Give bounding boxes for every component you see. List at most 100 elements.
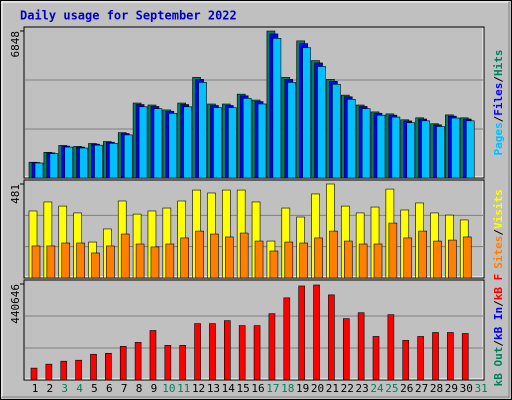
bar: [433, 240, 442, 279]
bar: [79, 147, 88, 179]
bar: [254, 240, 264, 279]
bar: [109, 143, 118, 179]
bar: [451, 117, 460, 179]
bar: [299, 242, 308, 279]
bar: [149, 330, 157, 381]
bar: [31, 245, 41, 279]
legend: Sites/Visits: [492, 189, 505, 269]
bar: [313, 284, 320, 381]
bar: [403, 237, 413, 279]
bar: [91, 252, 100, 279]
legend-entry: Sites: [492, 236, 505, 269]
bar: [30, 367, 38, 381]
bar: [269, 250, 279, 279]
bar: [198, 82, 207, 179]
x-tick-label: 20: [311, 382, 324, 395]
bar: [302, 47, 311, 179]
x-tick-label: 25: [385, 382, 398, 395]
x-tick-label: 1: [32, 382, 39, 395]
bar: [317, 66, 326, 179]
bar: [388, 222, 398, 279]
bar: [406, 122, 416, 179]
bar: [462, 236, 472, 279]
legend-separator: /: [492, 300, 505, 307]
bar: [164, 345, 172, 381]
bar: [34, 162, 44, 179]
bar: [134, 342, 142, 381]
bar: [119, 346, 127, 381]
legend-separator: /: [492, 76, 505, 83]
legend: kB Out/kB In/kB F: [492, 274, 505, 387]
legend: Pages/Files/Hits: [492, 50, 505, 156]
bar: [328, 294, 335, 381]
bar: [179, 345, 186, 381]
bar: [283, 297, 291, 381]
y-tick-label: 6848: [9, 31, 22, 58]
legend-separator: /: [492, 115, 505, 122]
chart-title: Daily usage for September 2022: [20, 9, 237, 23]
bar: [465, 120, 475, 179]
x-tick-label: 13: [207, 382, 220, 395]
x-tick-label: 11: [177, 382, 190, 395]
legend-entry: Files: [492, 83, 505, 116]
x-tick-label: 2: [47, 382, 54, 395]
bar: [106, 245, 115, 279]
bar: [120, 233, 130, 279]
bar: [373, 243, 383, 279]
bar: [361, 108, 371, 179]
x-tick-label: 9: [151, 382, 158, 395]
x-tick-label: 30: [460, 382, 473, 395]
x-tick-label: 19: [296, 382, 309, 395]
bar: [225, 236, 234, 279]
bar: [165, 243, 175, 279]
bar: [268, 313, 276, 381]
bar: [432, 332, 439, 381]
bar: [64, 146, 74, 179]
bar: [238, 325, 246, 381]
bar: [358, 243, 368, 279]
bar: [180, 237, 189, 279]
bar: [239, 232, 249, 279]
bar: [49, 153, 59, 179]
bar: [123, 134, 133, 179]
bar: [257, 103, 267, 179]
x-tick-label: 24: [370, 382, 384, 395]
legend-separator: /: [492, 340, 505, 347]
bar: [421, 120, 430, 179]
x-tick-label: 16: [251, 382, 264, 395]
bar: [346, 98, 356, 179]
x-tick-label: 27: [415, 382, 428, 395]
bar: [228, 107, 237, 179]
bar: [138, 106, 148, 179]
bar: [183, 106, 192, 179]
y-tick-label: 440646: [9, 284, 22, 324]
bar: [357, 312, 365, 381]
x-tick-label: 10: [162, 382, 175, 395]
x-tick-label: 21: [326, 382, 339, 395]
bar: [314, 237, 323, 279]
bar: [391, 116, 401, 179]
legend-separator: /: [492, 229, 505, 236]
bar: [418, 230, 427, 279]
y-tick-label: 481: [9, 184, 22, 204]
bar: [75, 359, 82, 381]
bar: [135, 243, 145, 279]
bar: [376, 114, 386, 179]
x-tick-label: 6: [106, 382, 113, 395]
x-tick-label: 12: [192, 382, 205, 395]
x-tick-label: 15: [237, 382, 250, 395]
x-tick-label: 5: [91, 382, 98, 395]
bar: [417, 336, 424, 381]
bar: [387, 314, 395, 381]
bar: [342, 318, 350, 381]
bar: [90, 353, 97, 381]
bar: [461, 333, 469, 381]
x-tick-label: 31: [474, 382, 487, 395]
legend-entry: Hits: [492, 50, 505, 77]
bar: [436, 126, 445, 179]
x-tick-label: 28: [430, 382, 443, 395]
x-tick-label: 17: [266, 382, 279, 395]
